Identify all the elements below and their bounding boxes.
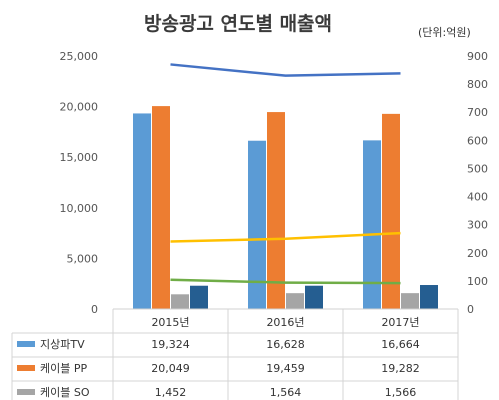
left-tick-label: 5,000 (67, 252, 99, 265)
data-cell: 16,664 (381, 338, 420, 351)
bar (363, 140, 381, 309)
left-tick-label: 0 (91, 303, 98, 316)
legend-key (17, 341, 35, 347)
left-tick-label: 15,000 (60, 151, 99, 164)
legend-key (17, 389, 35, 395)
bar (420, 285, 438, 309)
bar (171, 294, 189, 309)
series-name: 케이블 SO (40, 386, 90, 399)
series-line (170, 278, 401, 285)
right-tick-label: 500 (467, 162, 488, 175)
data-cell: 1,566 (385, 386, 417, 399)
series-name: 지상파TV (40, 338, 85, 351)
data-cell: 1,564 (270, 386, 302, 399)
bar (190, 285, 208, 309)
category-label: 2017년 (381, 316, 419, 329)
category-label: 2016년 (266, 316, 304, 329)
legend-key (17, 365, 35, 371)
bar (382, 113, 400, 310)
bar (286, 293, 304, 309)
right-tick-label: 200 (467, 247, 488, 260)
bar (248, 140, 266, 309)
lines-group (170, 63, 401, 285)
bar (133, 113, 151, 309)
category-label: 2015년 (151, 316, 189, 329)
right-tick-label: 900 (467, 50, 488, 63)
right-tick-label: 100 (467, 275, 488, 288)
data-cell: 16,628 (266, 338, 305, 351)
right-tick-label: 600 (467, 134, 488, 147)
bar (267, 112, 285, 309)
right-tick-label: 800 (467, 78, 488, 91)
series-line (170, 231, 401, 243)
right-tick-label: 700 (467, 106, 488, 119)
left-tick-label: 10,000 (60, 202, 99, 215)
right-tick-label: 300 (467, 219, 488, 232)
right-axis: 0 100 200 300 400 500 600 700 800 900 (467, 50, 488, 316)
data-cell: 19,324 (151, 338, 190, 351)
left-axis: 0 5,000 10,000 15,000 20,000 25,000 (60, 50, 99, 316)
bar (305, 285, 323, 309)
bar (401, 293, 419, 309)
left-tick-label: 25,000 (60, 50, 99, 63)
data-cell: 20,049 (151, 362, 190, 375)
series-line (170, 63, 401, 77)
right-tick-label: 400 (467, 191, 488, 204)
bars-group (113, 106, 458, 310)
right-tick-label: 0 (467, 303, 474, 316)
bar (152, 106, 170, 309)
data-cell: 19,459 (266, 362, 305, 375)
left-tick-label: 20,000 (60, 101, 99, 114)
chart-title: 방송광고 연도별 매출액 (144, 13, 332, 35)
data-cell: 1,452 (155, 386, 187, 399)
series-name: 케이블 PP (40, 362, 87, 375)
unit-label: (단위:억원) (418, 26, 471, 39)
data-cell: 19,282 (381, 362, 420, 375)
